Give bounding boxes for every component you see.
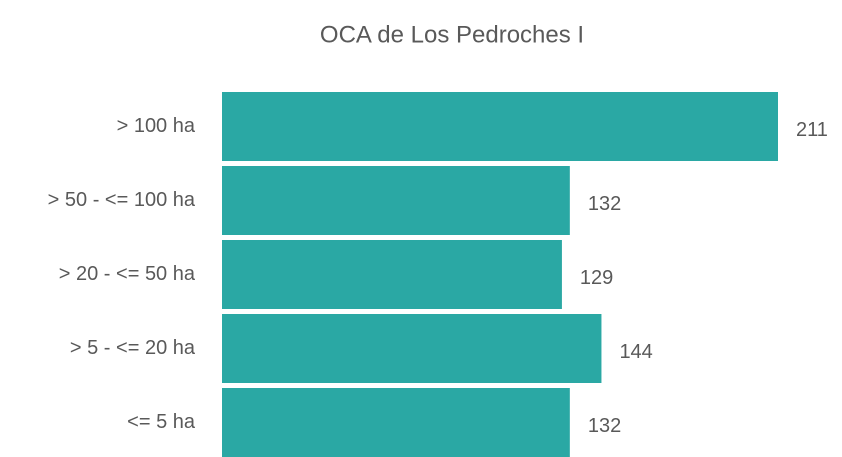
category-label: > 50 - <= 100 ha	[48, 189, 196, 211]
bar	[222, 240, 562, 309]
category-label: > 20 - <= 50 ha	[59, 263, 196, 285]
value-label: 132	[588, 415, 621, 437]
category-label: <= 5 ha	[127, 411, 196, 433]
bar	[222, 92, 778, 161]
category-label: > 100 ha	[117, 115, 196, 137]
value-label: 129	[580, 267, 613, 289]
bar	[222, 388, 570, 457]
value-label: 211	[796, 119, 828, 141]
value-label: 132	[588, 193, 621, 215]
bar	[222, 166, 570, 235]
category-label: > 5 - <= 20 ha	[70, 337, 196, 359]
bar	[222, 314, 602, 383]
value-label: 144	[619, 341, 652, 363]
chart-title: OCA de Los Pedroches I	[320, 21, 584, 48]
